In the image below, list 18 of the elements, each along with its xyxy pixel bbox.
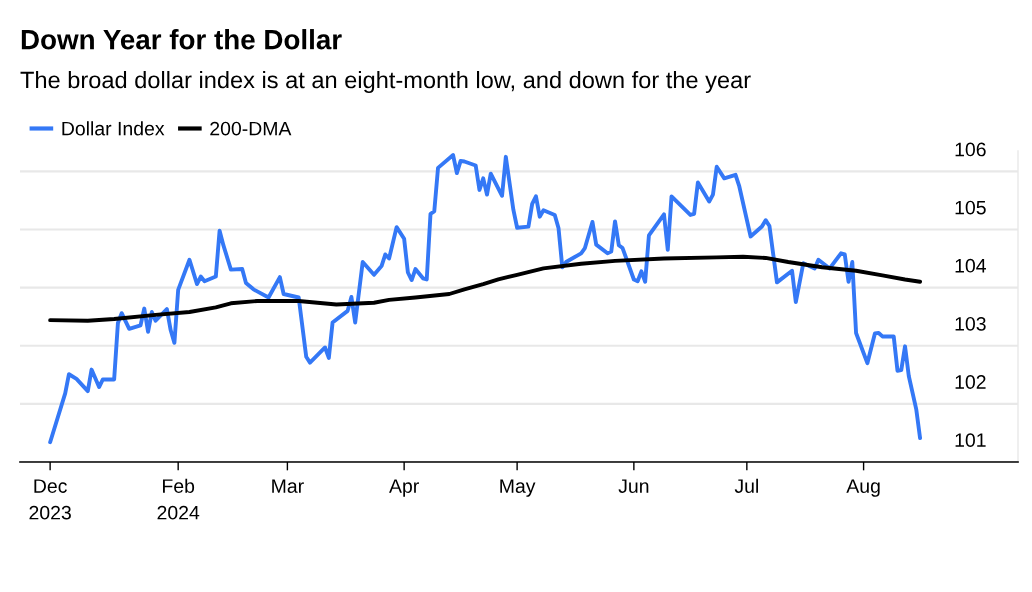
chart-subtitle: The broad dollar index is at an eight-month low, and down for the year (20, 71, 751, 93)
y-tick-label: 104 (955, 258, 986, 273)
x-tick-label: May (500, 479, 536, 497)
y-tick-label: 101 (955, 433, 986, 448)
x-tick-label: Dec 2023 (29, 479, 71, 520)
y-tick-label: 105 (955, 200, 986, 215)
x-tick-label: Apr (389, 479, 419, 497)
legend-label: 200-DMA (210, 121, 292, 136)
x-tick-label: Feb 2024 (157, 478, 200, 520)
chart-title: Down Year for the Dollar (21, 29, 342, 50)
x-tick-label: Jul (734, 478, 758, 493)
x-tick-label: Mar (272, 479, 304, 493)
x-tick-label: Jun (618, 479, 649, 493)
y-tick-label: 102 (955, 375, 986, 389)
y-tick-label: 106 (955, 142, 986, 157)
legend-label: Dollar Index (62, 121, 165, 136)
x-tick-label: Aug (846, 479, 880, 497)
y-tick-label: 103 (955, 316, 986, 331)
